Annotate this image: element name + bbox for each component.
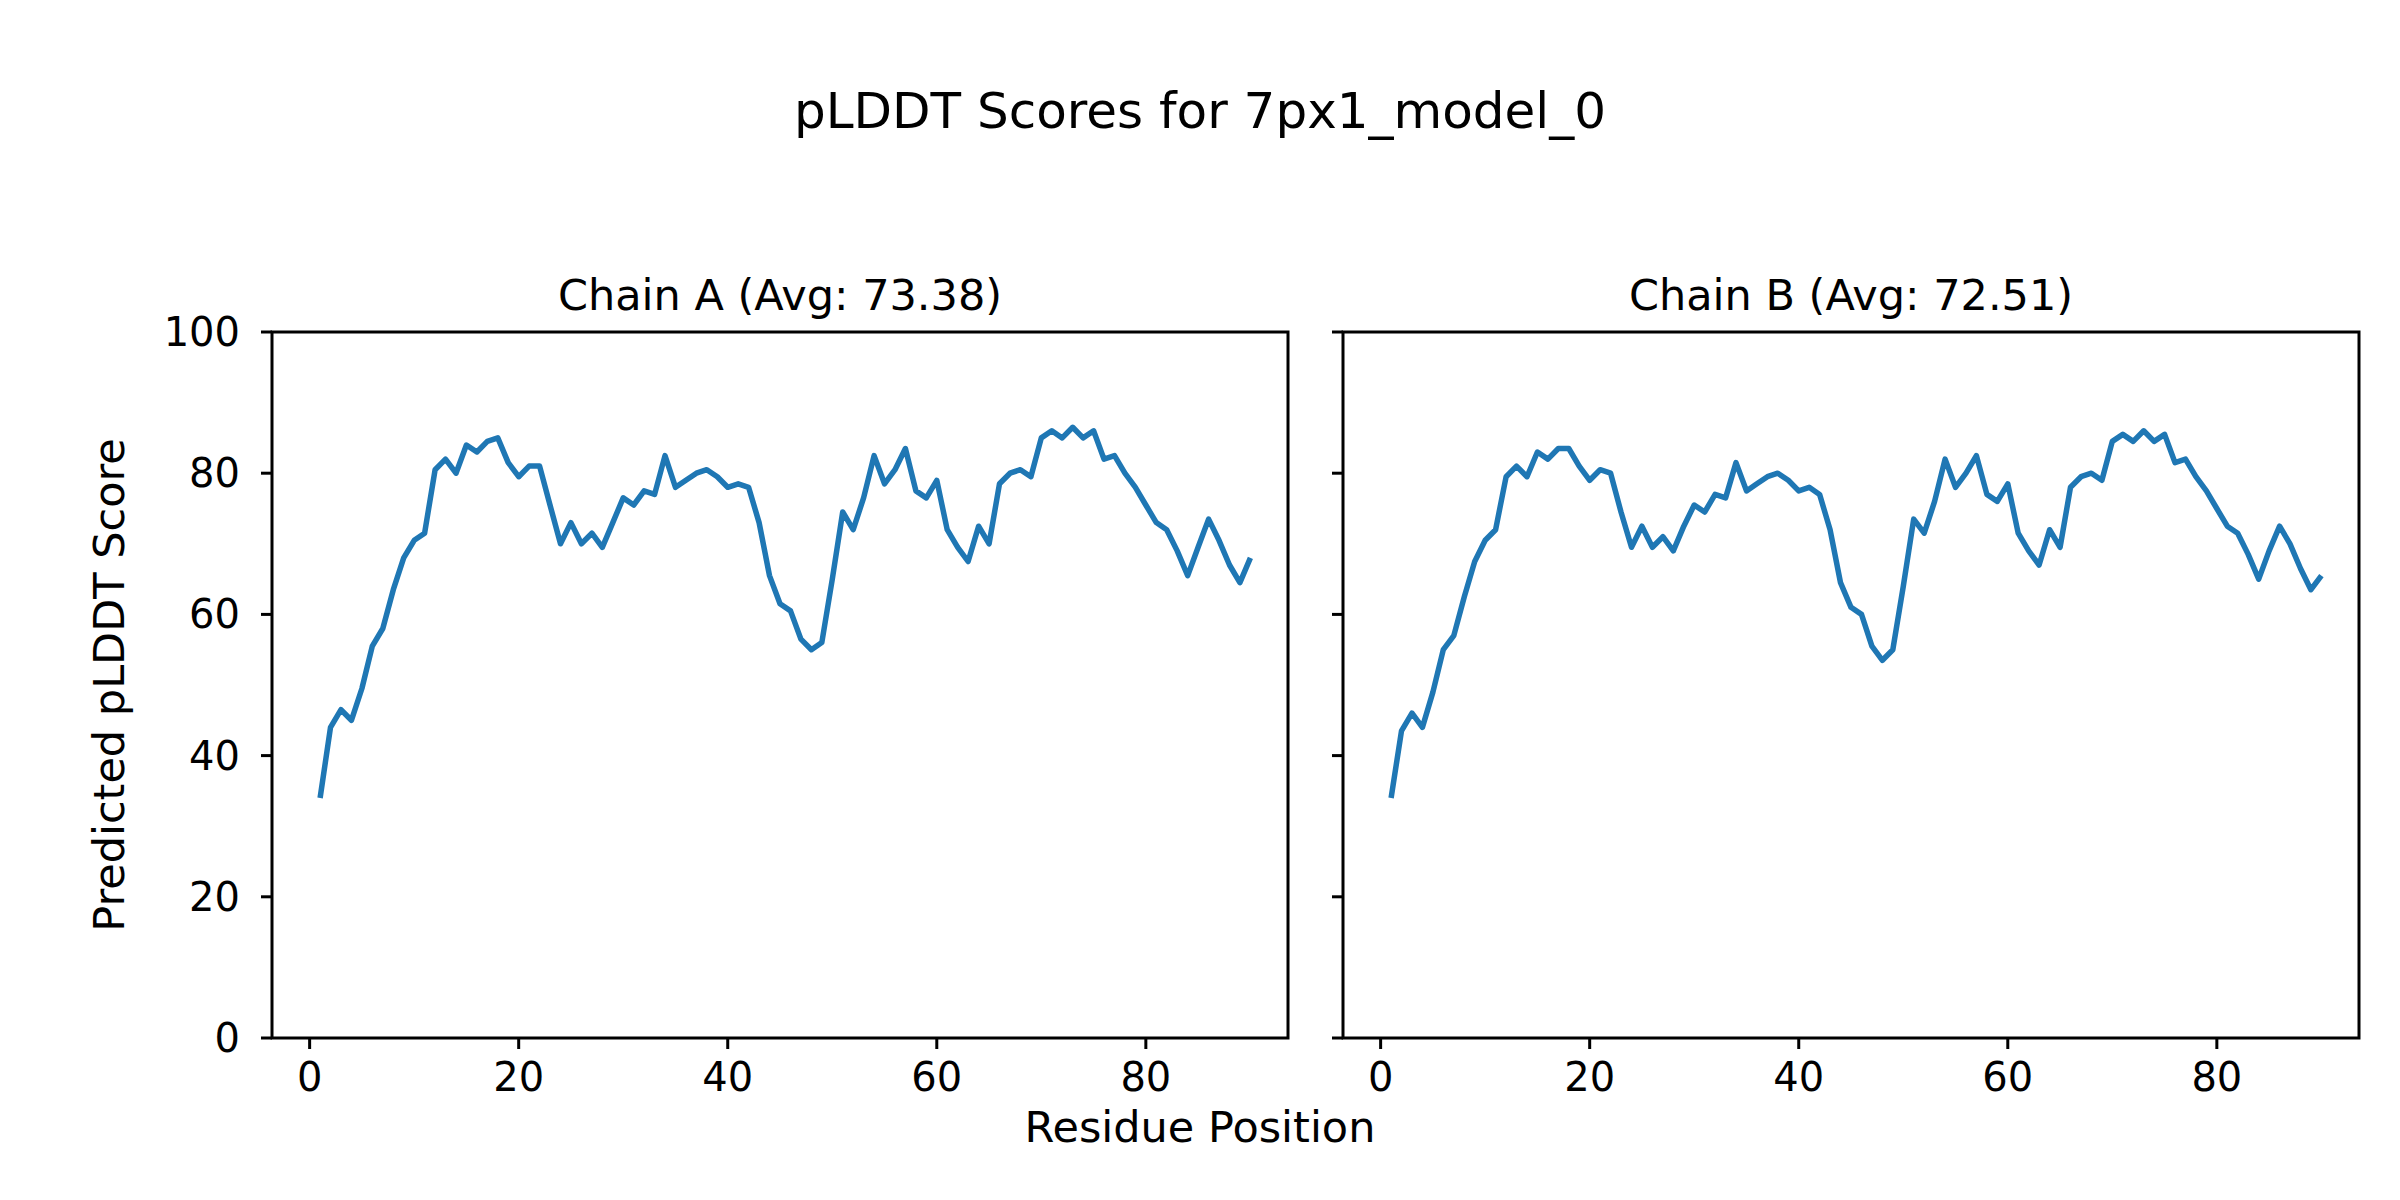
plddt-line-chart-a <box>272 332 1288 1038</box>
x-tick-label: 0 <box>1301 1055 1461 1099</box>
y-tick-label: 40 <box>40 736 240 776</box>
axes-spines <box>1343 332 2359 1038</box>
y-tick-label: 100 <box>40 312 240 352</box>
x-tick-label: 80 <box>2137 1055 2297 1099</box>
plddt-line-chart-b <box>1343 332 2359 1038</box>
y-tick-label: 80 <box>40 453 240 493</box>
x-tick-label: 80 <box>1066 1055 1226 1099</box>
chain-b-subplot-title: Chain B (Avg: 72.51) <box>1343 272 2359 319</box>
chain-a-subplot-title: Chain A (Avg: 73.38) <box>272 272 1288 319</box>
x-tick-label: 60 <box>1928 1055 2088 1099</box>
x-tick-label: 0 <box>230 1055 390 1099</box>
figure: pLDDT Scores for 7px1_model_0 Chain A (A… <box>0 0 2400 1200</box>
x-tick-label: 20 <box>439 1055 599 1099</box>
x-tick-label: 20 <box>1510 1055 1670 1099</box>
plddt-line <box>320 427 1250 798</box>
y-tick-label: 60 <box>40 594 240 634</box>
axes-spines <box>272 332 1288 1038</box>
figure-title: pLDDT Scores for 7px1_model_0 <box>0 84 2400 139</box>
x-tick-label: 40 <box>1719 1055 1879 1099</box>
y-tick-label: 20 <box>40 877 240 917</box>
x-tick-label: 60 <box>857 1055 1017 1099</box>
x-tick-label: 40 <box>648 1055 808 1099</box>
chain-b-plot-area: 020406080 <box>1343 332 2359 1038</box>
y-axis-label: Predicted pLDDT Score <box>86 285 133 1085</box>
y-tick-label: 0 <box>40 1018 240 1058</box>
chain-a-plot-area: 020406080020406080100 <box>272 332 1288 1038</box>
plddt-line <box>1391 431 2321 798</box>
x-axis-label: Residue Position <box>0 1104 2400 1151</box>
